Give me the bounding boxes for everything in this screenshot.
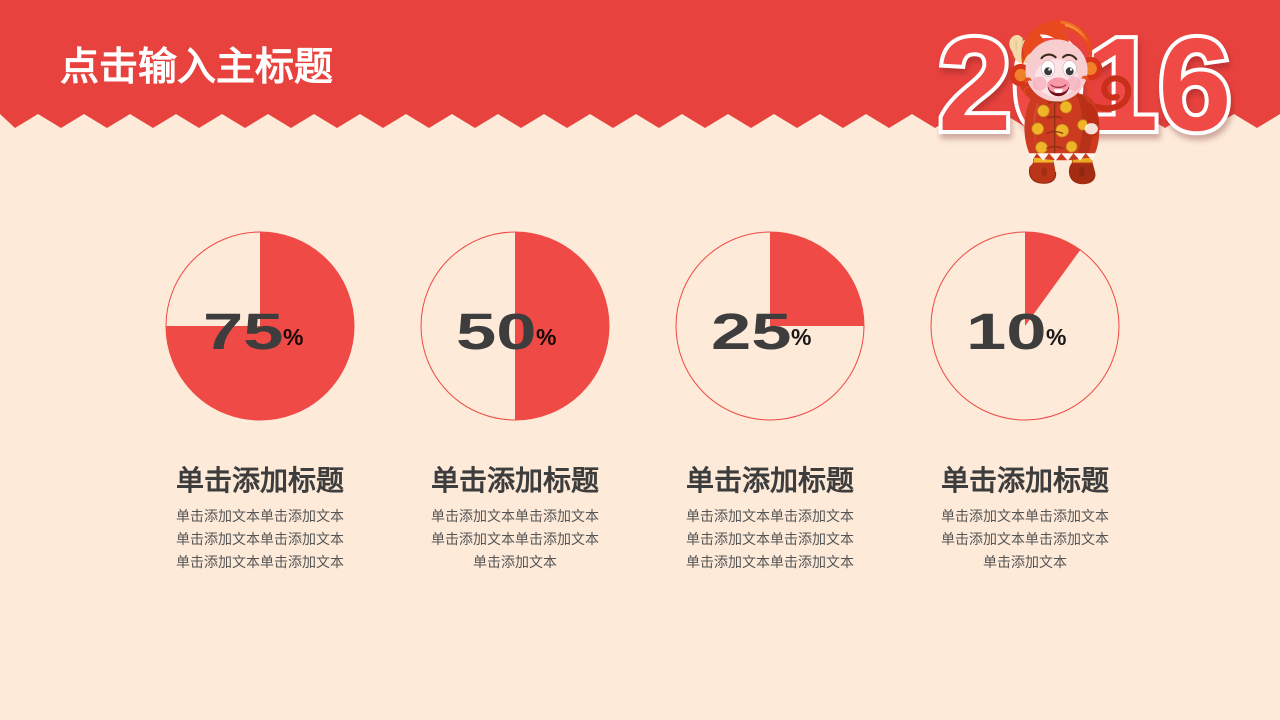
svg-text:25: 25 xyxy=(711,303,792,360)
svg-text:10: 10 xyxy=(966,303,1047,360)
svg-text:%: % xyxy=(1046,324,1066,350)
svg-text:%: % xyxy=(536,324,556,350)
svg-text:75: 75 xyxy=(203,303,284,360)
svg-text:%: % xyxy=(283,324,303,350)
svg-text:%: % xyxy=(791,324,811,350)
svg-text:50: 50 xyxy=(456,303,537,360)
